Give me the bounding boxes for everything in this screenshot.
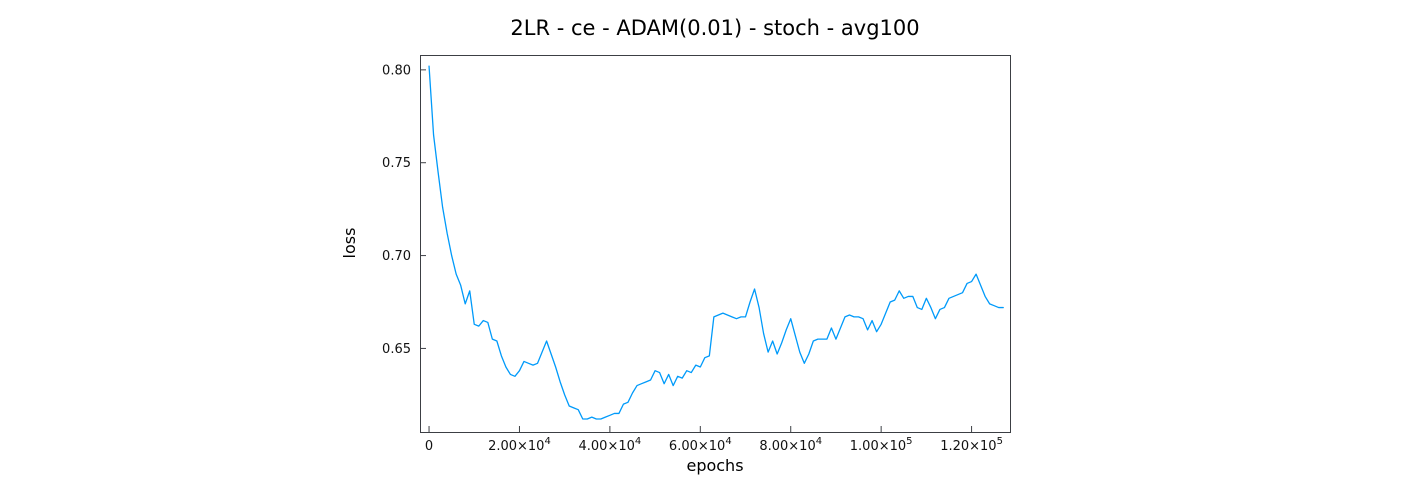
x-tick-label: 0 bbox=[425, 439, 433, 454]
x-tick-label: 1.20×105 bbox=[940, 436, 1003, 454]
x-tick-label: 2.00×104 bbox=[488, 436, 551, 454]
y-tick-label: 0.80 bbox=[382, 63, 411, 78]
x-tick-label: 1.00×105 bbox=[850, 436, 913, 454]
plot-area: 0 2.00×104 4.00×104 6.00×104 8.00×104 1.00×10… bbox=[382, 55, 1011, 454]
y-tick-label: 0.65 bbox=[382, 342, 411, 357]
loss-line bbox=[428, 65, 1004, 420]
x-tick-label: 8.00×104 bbox=[759, 436, 822, 454]
chart-title: 2LR - ce - ADAM(0.01) - stoch - avg100 bbox=[510, 16, 919, 40]
x-tick-label: 4.00×104 bbox=[579, 436, 642, 454]
x-axis-label: epochs bbox=[686, 456, 743, 475]
y-tick-label: 0.75 bbox=[382, 156, 411, 171]
y-tick-label: 0.70 bbox=[382, 249, 411, 264]
x-tick-label: 6.00×104 bbox=[669, 436, 732, 454]
y-axis-label: loss bbox=[340, 228, 359, 259]
axis-frame bbox=[420, 55, 1011, 433]
